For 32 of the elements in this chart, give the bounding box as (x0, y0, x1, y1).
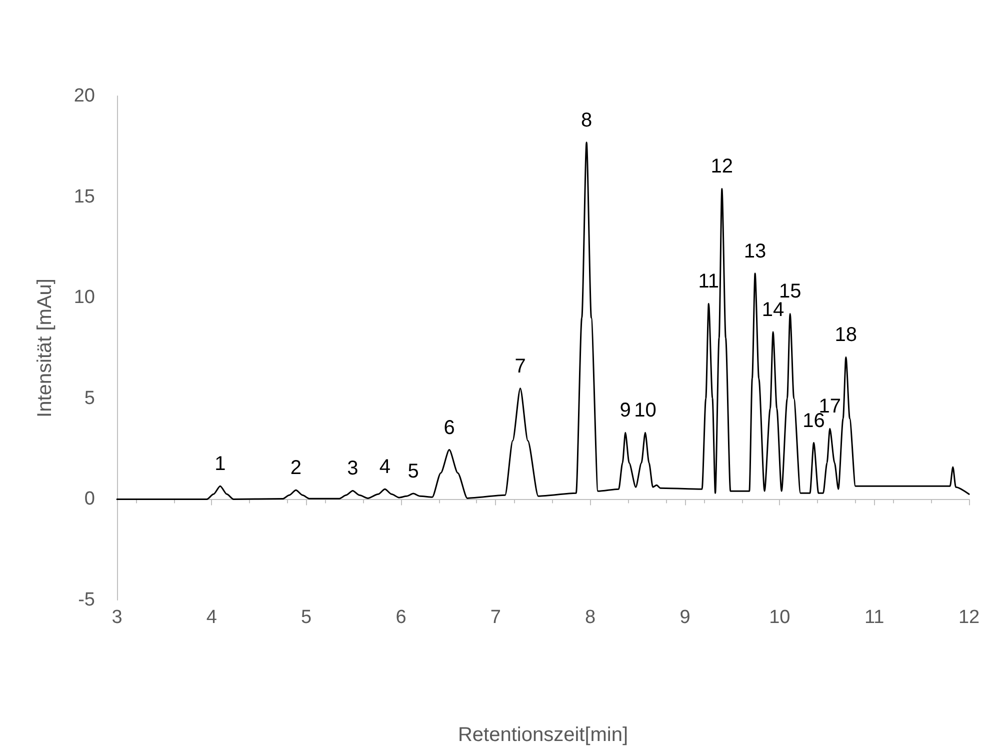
annotation: 1 (214, 453, 226, 476)
annotation: 9 (620, 400, 631, 422)
y-tick-label: 15 (74, 186, 95, 208)
x-tick-label: 6 (396, 607, 406, 628)
x-tick-label: 7 (490, 607, 501, 628)
x-tick-label: 11 (864, 607, 884, 628)
x-tick-label: 9 (680, 607, 690, 628)
annotation: 18 (834, 324, 858, 346)
x-tick-label: 3 (112, 607, 122, 628)
y-tick-label: -5 (78, 590, 95, 610)
x-axis-title: Retentionszeit[min] (458, 724, 628, 746)
annotation: 13 (744, 240, 766, 262)
annotation: 3 (347, 458, 358, 480)
annotation: 11 (698, 270, 720, 293)
x-tick-label: 12 (958, 607, 980, 628)
y-axis-title: Intensität [mAu] (34, 278, 56, 418)
x-tick-label: 8 (585, 607, 596, 628)
x-tick-label: 5 (301, 607, 312, 628)
annotation: 6 (444, 416, 455, 439)
annotation: 7 (514, 355, 526, 378)
annotation: 12 (710, 156, 734, 178)
annotation: 4 (379, 456, 390, 478)
annotation: 8 (580, 109, 592, 132)
y-tick-label: 10 (74, 287, 95, 308)
annotation: 10 (634, 400, 656, 422)
y-tick-label: 0 (84, 488, 95, 510)
annotation: 5 (408, 460, 419, 483)
x-tick-label: 4 (206, 607, 218, 628)
x-tick-label: 10 (769, 607, 790, 628)
y-tick-label: 5 (84, 388, 95, 409)
y-tick-label: 20 (74, 86, 95, 106)
annotation: 2 (290, 457, 302, 480)
